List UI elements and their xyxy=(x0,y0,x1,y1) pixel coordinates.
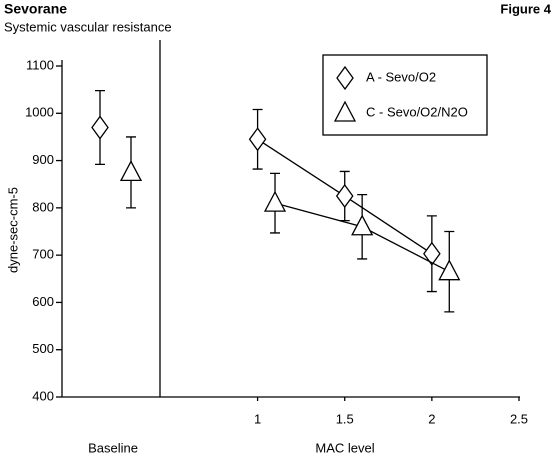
diamond-marker xyxy=(91,115,109,140)
y-tick-label: 700 xyxy=(32,247,54,262)
y-tick-label: 800 xyxy=(32,199,54,214)
diamond-marker xyxy=(423,241,441,266)
chart-title: Sevorane xyxy=(4,1,67,17)
triangle-marker xyxy=(119,159,143,182)
y-tick-label: 600 xyxy=(32,294,54,309)
legend-box xyxy=(322,54,488,136)
triangle-marker xyxy=(351,214,374,236)
y-tick-label: 500 xyxy=(32,341,54,356)
x-tick-label: 2 xyxy=(428,411,435,426)
y-tick-label: 900 xyxy=(32,152,54,167)
y-axis-label: dyne-sec-cm-5 xyxy=(5,187,20,273)
x-axis-label: MAC level xyxy=(315,440,374,455)
y-tick-label: 400 xyxy=(32,388,54,403)
y-tick-label: 1100 xyxy=(26,57,54,72)
baseline-label: Baseline xyxy=(88,440,138,455)
legend-label: C - Sevo/O2/N2O xyxy=(366,104,468,119)
y-tick-label: 1000 xyxy=(25,105,54,120)
x-tick-label: 1 xyxy=(254,411,261,426)
figure-label: Figure 4 xyxy=(500,1,551,16)
legend-label: A - Sevo/O2 xyxy=(366,69,436,84)
legend-marker xyxy=(336,65,354,91)
triangle-marker xyxy=(263,190,287,212)
diamond-marker xyxy=(335,183,354,209)
x-tick-label: 1.5 xyxy=(336,411,354,426)
legend-marker xyxy=(333,100,357,122)
x-tick-label: 2.5 xyxy=(510,411,528,426)
triangle-marker xyxy=(438,259,461,281)
chart-subtitle: Systemic vascular resistance xyxy=(4,19,172,34)
diamond-marker xyxy=(248,127,267,152)
